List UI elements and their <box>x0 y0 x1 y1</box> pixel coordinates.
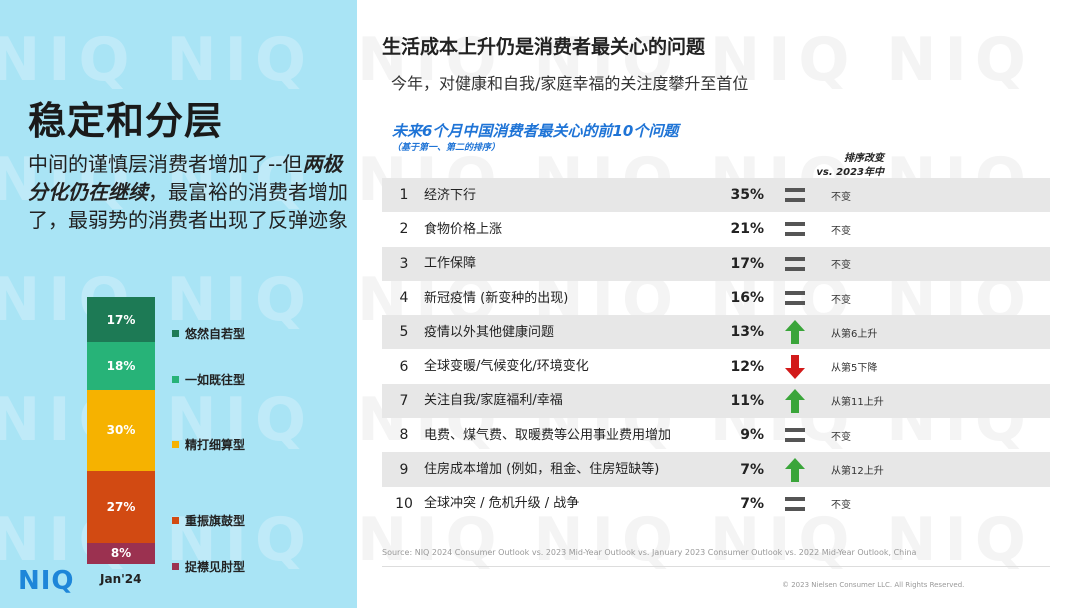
concern-percent: 16% <box>730 290 764 307</box>
legend-item: 捉襟见肘型 <box>172 558 245 575</box>
rank-number: 6 <box>399 358 409 375</box>
rank-change: 从第11上升 <box>831 397 884 409</box>
table-row: 9 住房成本增加 (例如，租金、住房短缺等) 7% 从第12上升 <box>382 452 1050 487</box>
up-arrow-icon <box>780 315 810 349</box>
rank-number: 10 <box>395 495 413 512</box>
bar-segment: 17% <box>87 297 155 343</box>
concern-percent: 13% <box>730 324 764 341</box>
rank-change: 不变 <box>831 500 851 512</box>
table-row: 1 经济下行 35% 不变 <box>382 178 1050 213</box>
right-panel: NIQ NIQ NIQ NIQ NIQ NIQ NIQ NIQ NIQ NIQ NI… <box>357 0 1080 608</box>
bar-segment: 8% <box>87 542 155 564</box>
concern-percent: 35% <box>730 187 764 204</box>
rank-change: 从第5下降 <box>831 363 878 375</box>
table-row: 8 电费、煤气费、取暖费等公用事业费用增加 9% 不变 <box>382 418 1050 452</box>
concern-label: 经济下行 <box>424 187 477 203</box>
rank-change: 不变 <box>831 260 851 272</box>
source-note: Source: NIQ 2024 Consumer Outlook vs. 20… <box>382 548 917 557</box>
concern-label: 新冠疫情 (新变种的出现) <box>424 290 569 306</box>
rank-number: 4 <box>399 290 409 307</box>
table-row: 5 疫情以外其他健康问题 13% 从第6上升 <box>382 315 1050 350</box>
concern-percent: 17% <box>730 255 764 272</box>
bar-segment: 27% <box>87 470 155 543</box>
concern-percent: 9% <box>740 427 764 444</box>
rank-change: 不变 <box>831 225 851 237</box>
rank-change: 不变 <box>831 191 851 203</box>
legend-label: 悠然自若型 <box>185 326 246 341</box>
concern-percent: 7% <box>740 461 764 478</box>
down-arrow-icon <box>780 349 810 383</box>
equal-icon <box>780 212 810 246</box>
concern-percent: 7% <box>740 495 764 512</box>
concern-percent: 11% <box>730 392 764 409</box>
equal-icon <box>780 487 810 521</box>
concern-label: 全球变暖/气候变化/环境变化 <box>424 359 589 375</box>
rank-number: 1 <box>399 187 409 204</box>
rank-change: 从第12上升 <box>831 466 884 478</box>
legend-item: 悠然自若型 <box>172 325 245 342</box>
copyright: © 2023 Nielsen Consumer LLC. All Rights … <box>782 581 965 589</box>
bar-segment: 30% <box>87 390 155 471</box>
table-row: 4 新冠疫情 (新变种的出现) 16% 不变 <box>382 281 1050 315</box>
bar-segment: 18% <box>87 342 155 391</box>
section-description: 中间的谨慎层消费者增加了--但两极分化仍在继续，最富裕的消费者增加了，最弱势的消… <box>28 152 348 232</box>
legend-swatch <box>172 516 179 524</box>
left-panel: NIQ NIQ NIQ NIQ NIQ NIQ NIQ NIQ NIQ NIQ 稳定和分… <box>0 0 357 608</box>
rank-number: 2 <box>399 221 409 238</box>
rank-change-header: 排序改变 vs. 2023年中 <box>794 152 884 181</box>
concern-label: 疫情以外其他健康问题 <box>424 324 555 340</box>
section-title: 稳定和分层 <box>28 99 224 143</box>
table-row: 6 全球变暖/气候变化/环境变化 12% 从第5下降 <box>382 349 1050 383</box>
concern-label: 关注自我/家庭福利/幸福 <box>424 393 563 409</box>
table-row: 2 食物价格上涨 21% 不变 <box>382 212 1050 246</box>
equal-icon <box>780 418 810 452</box>
legend-label: 捉襟见肘型 <box>185 560 246 575</box>
legend-item: 一如既往型 <box>172 371 245 388</box>
legend-swatch <box>172 376 179 384</box>
rank-number: 3 <box>399 255 409 272</box>
equal-icon <box>780 281 810 315</box>
rank-number: 5 <box>399 324 409 341</box>
emphasis-text: 两极分化仍在继续 <box>28 152 343 204</box>
legend-item: 重振旗鼓型 <box>172 512 245 529</box>
legend-label: 重振旗鼓型 <box>185 513 246 528</box>
niq-logo: NIQ <box>18 566 75 596</box>
table-row: 10 全球冲突 / 危机升级 / 战争 7% 不变 <box>382 487 1050 521</box>
concern-label: 工作保障 <box>424 256 477 272</box>
concerns-table: 1 经济下行 35% 不变 2 食物价格上涨 21% 不变 3 工作保障 17% 不变 4 新冠疫情 (新… <box>382 178 1050 521</box>
concern-label: 住房成本增加 (例如，租金、住房短缺等) <box>424 462 660 478</box>
table-row: 7 关注自我/家庭福利/幸福 11% 从第11上升 <box>382 383 1050 419</box>
rank-number: 7 <box>399 392 409 409</box>
concern-percent: 12% <box>730 358 764 375</box>
legend-swatch <box>172 440 179 448</box>
legend-item: 精打细算型 <box>172 436 245 453</box>
rank-number: 9 <box>399 461 409 478</box>
stacked-bar: 17% 18% 30% 27% 8% <box>87 297 155 564</box>
rank-change: 不变 <box>831 294 851 306</box>
slide-subtitle: 今年，对健康和自我/家庭幸福的关注度攀升至首位 <box>391 74 749 93</box>
divider <box>382 566 1050 567</box>
slide-title: 生活成本上升仍是消费者最关心的问题 <box>382 36 706 58</box>
equal-icon <box>780 178 810 212</box>
legend-swatch <box>172 563 179 571</box>
table-row: 3 工作保障 17% 不变 <box>382 246 1050 281</box>
legend-label: 精打细算型 <box>185 437 246 452</box>
concern-label: 电费、煤气费、取暖费等公用事业费用增加 <box>424 427 672 443</box>
concern-label: 食物价格上涨 <box>424 221 503 237</box>
legend-swatch <box>172 329 179 337</box>
rank-change: 从第6上升 <box>831 328 878 340</box>
up-arrow-icon <box>780 452 810 486</box>
date-label: Jan'24 <box>100 572 142 586</box>
concern-label: 全球冲突 / 危机升级 / 战争 <box>424 496 580 512</box>
rank-change: 不变 <box>831 431 851 443</box>
up-arrow-icon <box>780 384 810 418</box>
concern-percent: 21% <box>730 221 764 238</box>
table-subtitle: （基于第一、第二的排序） <box>392 143 501 153</box>
equal-icon <box>780 247 810 281</box>
rank-number: 8 <box>399 427 409 444</box>
legend-label: 一如既往型 <box>185 373 246 388</box>
table-title: 未来6个月中国消费者最关心的前10个问题 <box>392 122 679 140</box>
